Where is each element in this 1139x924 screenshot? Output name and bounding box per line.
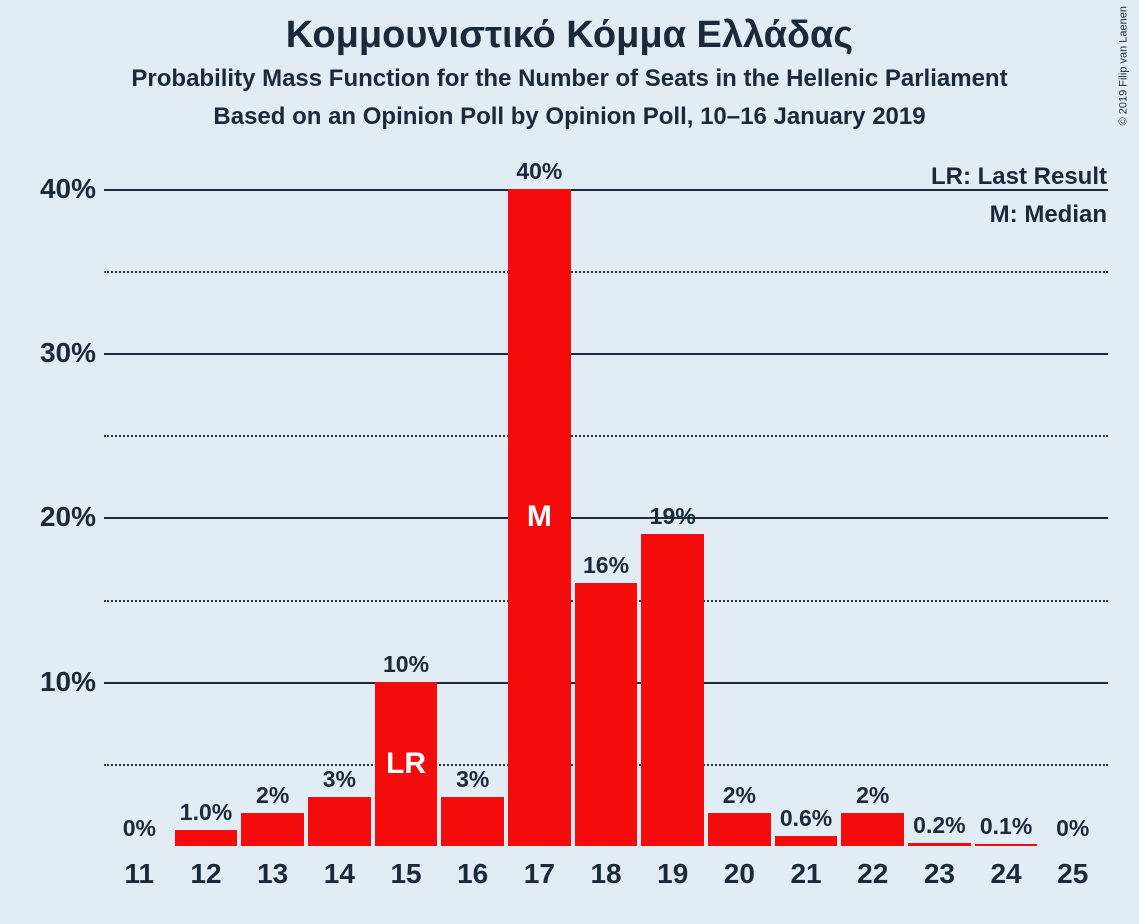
x-axis-tick-label: 12: [173, 850, 240, 890]
bar-value-label: 2%: [256, 782, 289, 809]
bar-value-label: 2%: [723, 782, 756, 809]
x-axis-tick-label: 19: [639, 850, 706, 890]
bar: 2%: [241, 813, 304, 846]
chart-titles: Κομμουνιστικό Κόμμα Ελλάδας Probability …: [0, 0, 1139, 131]
bar-value-label: 1.0%: [180, 799, 232, 826]
bar-wrap: 40% M: [506, 156, 573, 846]
y-axis-labels: 10% 20% 30% 40%: [18, 156, 96, 846]
y-axis-tick-label: 20%: [40, 501, 96, 533]
x-axis-tick-label: 22: [839, 850, 906, 890]
bars-group: 0%1.0%2%3%10%LR3%40%M16%19%2%0.6%2%0.2%0…: [104, 156, 1108, 846]
y-axis-tick-label: 10%: [40, 666, 96, 698]
bar-wrap: 3%: [439, 156, 506, 846]
y-axis-tick-label: 40%: [40, 173, 96, 205]
plot-area: 0%1.0%2%3%10%LR3%40%M16%19%2%0.6%2%0.2%0…: [104, 156, 1108, 846]
bar: 40%M: [508, 189, 571, 846]
bar-value-label: 0%: [123, 815, 156, 842]
bar: 0.6%: [775, 836, 838, 846]
bar: 1.0%: [175, 830, 238, 846]
bar-wrap: 0.2%: [906, 156, 973, 846]
bar: 10%LR: [375, 682, 438, 846]
x-axis-tick-label: 21: [773, 850, 840, 890]
bar: 3%: [308, 797, 371, 846]
bar-wrap: 10% LR: [373, 156, 440, 846]
x-axis-tick-label: 20: [706, 850, 773, 890]
bar-wrap: 1.0%: [173, 156, 240, 846]
x-axis-tick-label: 17: [506, 850, 573, 890]
bar: 0.1%: [975, 844, 1038, 846]
x-axis-tick-label: 14: [306, 850, 373, 890]
bar-value-label: 3%: [323, 766, 356, 793]
bar-wrap: 0.1%: [973, 156, 1040, 846]
x-axis-labels: 111213141516171819202122232425: [104, 850, 1108, 890]
bar-value-label: 0.1%: [980, 813, 1032, 840]
bar-value-label: 3%: [456, 766, 489, 793]
bar: 3%: [441, 797, 504, 846]
bar-wrap: 2%: [239, 156, 306, 846]
bar: 19%: [641, 534, 704, 846]
bar-wrap: 2%: [706, 156, 773, 846]
bar-wrap: 3%: [306, 156, 373, 846]
bar: 2%: [841, 813, 904, 846]
bar-value-label: 0%: [1056, 815, 1089, 842]
chart-subtitle-2: Based on an Opinion Poll by Opinion Poll…: [0, 103, 1139, 131]
chart-subtitle-1: Probability Mass Function for the Number…: [0, 65, 1139, 93]
x-axis-tick-label: 25: [1039, 850, 1106, 890]
bar: 2%: [708, 813, 771, 846]
bar-wrap: 0%: [106, 156, 173, 846]
bar-wrap: 16%: [573, 156, 640, 846]
y-axis-tick-label: 30%: [40, 337, 96, 369]
chart-container: Κομμουνιστικό Κόμμα Ελλάδας Probability …: [0, 0, 1139, 924]
bar-value-label: 40%: [516, 158, 562, 185]
bar-value-label: 16%: [583, 552, 629, 579]
x-axis-tick-label: 24: [973, 850, 1040, 890]
bar-value-label: 19%: [650, 503, 696, 530]
bar-value-label: 0.6%: [780, 805, 832, 832]
x-axis-tick-label: 11: [106, 850, 173, 890]
x-axis-tick-label: 16: [439, 850, 506, 890]
bar-wrap: 0.6%: [773, 156, 840, 846]
bar: 0.2%: [908, 843, 971, 846]
bar-value-label: 10%: [383, 651, 429, 678]
bar-wrap: 2%: [839, 156, 906, 846]
x-axis-tick-label: 18: [573, 850, 640, 890]
bar: 16%: [575, 583, 638, 846]
x-axis-tick-label: 23: [906, 850, 973, 890]
copyright-text: © 2019 Filip van Laenen: [1117, 6, 1129, 125]
x-axis-tick-label: 13: [239, 850, 306, 890]
bar-wrap: 0%: [1039, 156, 1106, 846]
chart-title: Κομμουνιστικό Κόμμα Ελλάδας: [0, 14, 1139, 57]
bar-marker-label: LR: [386, 747, 426, 781]
bar-marker-label: M: [527, 500, 552, 534]
bar-value-label: 0.2%: [913, 812, 965, 839]
bar-value-label: 2%: [856, 782, 889, 809]
x-axis-tick-label: 15: [373, 850, 440, 890]
bar-wrap: 19%: [639, 156, 706, 846]
